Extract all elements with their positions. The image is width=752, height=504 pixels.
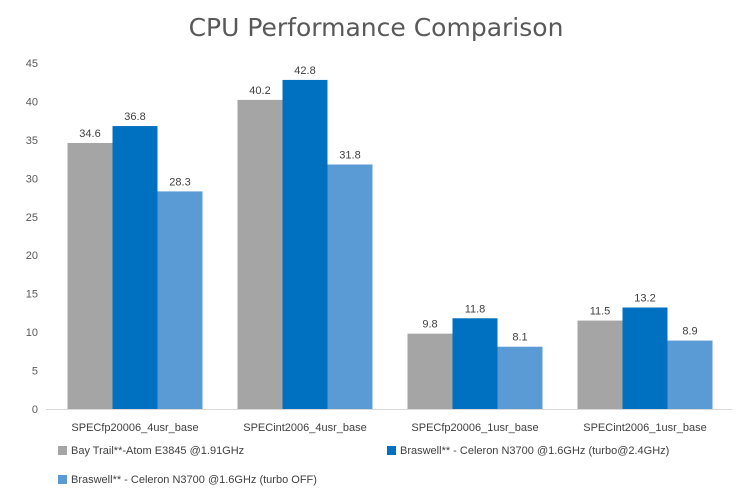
category-label: SPECint2006_4usr_base [243, 422, 367, 434]
y-tick-label: 40 [26, 96, 38, 108]
bar-series-2-cat-1 [327, 164, 373, 409]
category-label: SPECint2006_1usr_base [583, 422, 707, 434]
data-label: 36.8 [124, 111, 145, 123]
category-label: SPECfp20006_1usr_base [411, 422, 538, 434]
legend-swatch [58, 475, 67, 484]
y-tick-label: 0 [32, 404, 38, 416]
y-tick-label: 45 [26, 58, 38, 70]
legend-item: Bay Trail**-Atom E3845 @1.91GHz [58, 445, 244, 457]
legend-label: Braswell** - Celeron N3700 @1.6GHz (turb… [400, 445, 669, 457]
legend: Bay Trail**-Atom E3845 @1.91GHz Braswell*… [58, 445, 669, 486]
category-label: SPECfp20006_4usr_base [71, 422, 198, 434]
bar-series-0-cat-1 [237, 99, 283, 409]
legend-label: Braswell** - Celeron N3700 @1.6GHz (turb… [71, 474, 317, 486]
data-label: 11.5 [590, 306, 611, 318]
legend-label: Bay Trail**-Atom E3845 @1.91GHz [71, 445, 244, 457]
bar-series-1-cat-1 [282, 79, 328, 409]
data-label: 40.2 [249, 85, 270, 97]
data-label: 9.8 [422, 319, 437, 331]
bar-series-1-cat-2 [452, 318, 498, 409]
bar-series-1-cat-0 [112, 126, 158, 409]
data-label: 42.8 [294, 65, 315, 77]
bar-series-2-cat-3 [667, 340, 713, 409]
y-tick-label: 10 [26, 327, 38, 339]
y-tick-label: 35 [26, 135, 38, 147]
x-axis: SPECfp20006_4usr_base SPECint2006_4usr_ba… [46, 409, 732, 434]
bar-series-2-cat-0 [157, 191, 203, 409]
legend-swatch [387, 446, 396, 455]
data-labels: 34.6 36.8 28.3 40.2 42.8 31.8 9.8 11.8 8.1 11.5 13… [79, 65, 697, 344]
data-label: 28.3 [169, 176, 190, 188]
y-axis: 0 5 10 15 20 25 30 35 40 45 [26, 58, 38, 416]
legend-swatch [58, 446, 67, 455]
data-label: 8.1 [512, 332, 527, 344]
bar-series-0-cat-3 [577, 320, 623, 409]
bar-series-0-cat-0 [67, 142, 113, 409]
y-tick-label: 15 [26, 289, 38, 301]
bars [67, 79, 713, 409]
chart-title: CPU Performance Comparison [189, 13, 564, 42]
data-label: 13.2 [634, 293, 655, 305]
y-tick-label: 20 [26, 250, 38, 262]
legend-item: Braswell** - Celeron N3700 @1.6GHz (turb… [58, 474, 317, 486]
y-tick-label: 25 [26, 212, 38, 224]
legend-item: Braswell** - Celeron N3700 @1.6GHz (turb… [387, 445, 669, 457]
data-label: 8.9 [682, 326, 697, 338]
data-label: 34.6 [79, 128, 100, 140]
bar-series-0-cat-2 [407, 333, 453, 409]
y-tick-label: 30 [26, 173, 38, 185]
data-label: 31.8 [339, 149, 360, 161]
bar-series-1-cat-3 [622, 307, 668, 409]
y-tick-label: 5 [32, 366, 38, 378]
bar-series-2-cat-2 [497, 346, 543, 409]
data-label: 11.8 [465, 303, 486, 315]
